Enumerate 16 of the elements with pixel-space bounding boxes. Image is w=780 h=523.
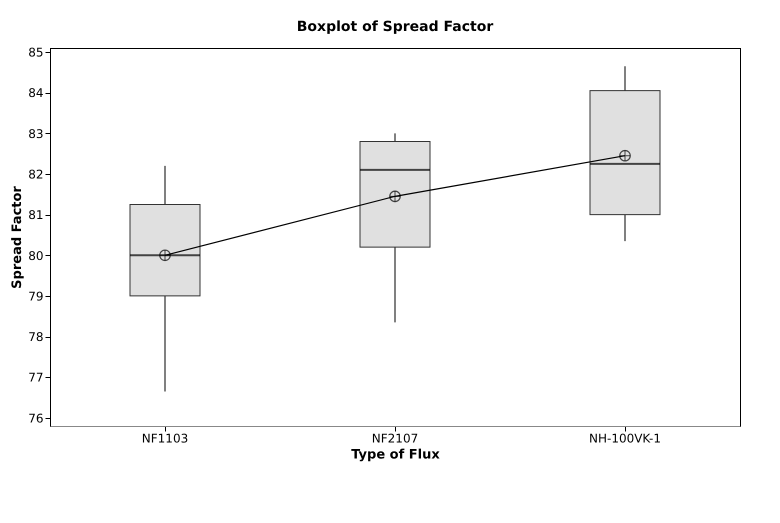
y-tick-label: 83 bbox=[28, 126, 44, 141]
y-tick-label: 84 bbox=[28, 86, 44, 100]
y-tick-label: 82 bbox=[28, 168, 44, 182]
chart-title: Boxplot of Spread Factor bbox=[296, 19, 494, 36]
y-tick-label: 80 bbox=[28, 248, 44, 263]
y-tick-label: 76 bbox=[28, 411, 44, 426]
y-tick-label: 79 bbox=[28, 289, 44, 304]
y-tick-label: 77 bbox=[28, 370, 44, 385]
y-axis-title: Spread Factor bbox=[10, 186, 26, 289]
y-tick-label: 81 bbox=[28, 208, 44, 222]
x-tick-label: NF1103 bbox=[142, 432, 188, 446]
x-tick-label: NF2107 bbox=[372, 432, 418, 446]
x-axis-title: Type of Flux bbox=[351, 448, 440, 462]
y-tick-label: 78 bbox=[28, 330, 44, 344]
x-tick-label: NH-100VK-1 bbox=[588, 432, 662, 446]
y-tick-label: 85 bbox=[28, 46, 44, 60]
